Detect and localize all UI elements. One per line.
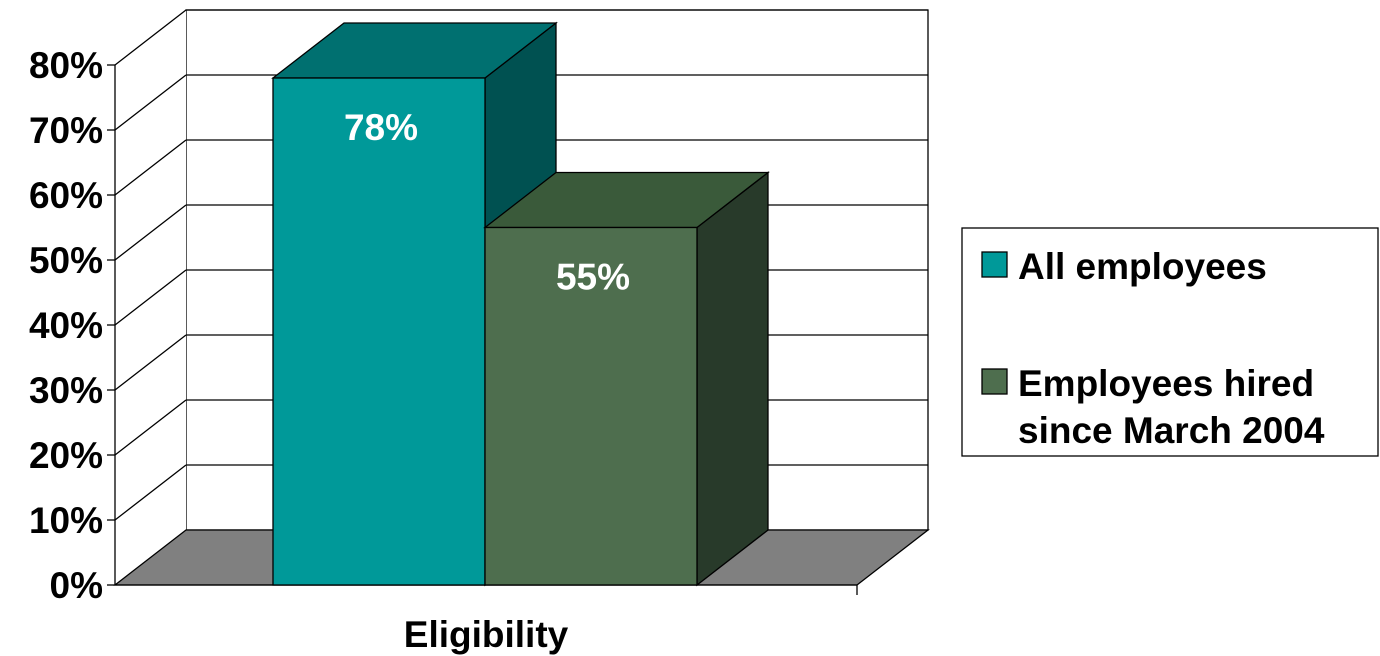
y-tick-label: 10% — [29, 500, 103, 541]
y-tick-label: 30% — [29, 370, 103, 411]
gridline-side — [114, 464, 187, 521]
bar — [484, 226, 698, 586]
bar — [272, 77, 486, 586]
y-tick-label: 20% — [29, 435, 103, 476]
gridline-side — [114, 9, 187, 66]
legend-swatch — [981, 251, 1008, 278]
y-tick-label: 70% — [29, 110, 103, 151]
gridline-side — [114, 204, 187, 261]
legend-swatch — [981, 368, 1008, 395]
legend-label: since March 2004 — [1018, 410, 1325, 451]
gridline-side — [114, 334, 187, 391]
gridline-side — [114, 399, 187, 456]
bar-series-2: 55% — [483, 171, 770, 587]
data-label: 78% — [344, 107, 418, 148]
legend-label: Employees hired — [1018, 363, 1314, 404]
gridline-side — [114, 139, 187, 196]
legend: All employees Employees hired since March … — [961, 227, 1379, 457]
bar-group: 78% 55% — [271, 21, 770, 587]
y-tick-label: 50% — [29, 240, 103, 281]
x-axis-label: Eligibility — [404, 614, 569, 655]
y-tick-label: 0% — [50, 565, 103, 606]
y-tick-label: 40% — [29, 305, 103, 346]
bar-side — [696, 171, 769, 587]
legend-label: All employees — [1018, 246, 1267, 287]
legend-box — [961, 227, 1379, 457]
data-label: 55% — [556, 257, 630, 298]
gridline-side — [114, 269, 187, 326]
y-tick-label: 60% — [29, 175, 103, 216]
y-tick-label: 80% — [29, 45, 103, 86]
gridline-side — [114, 74, 187, 131]
